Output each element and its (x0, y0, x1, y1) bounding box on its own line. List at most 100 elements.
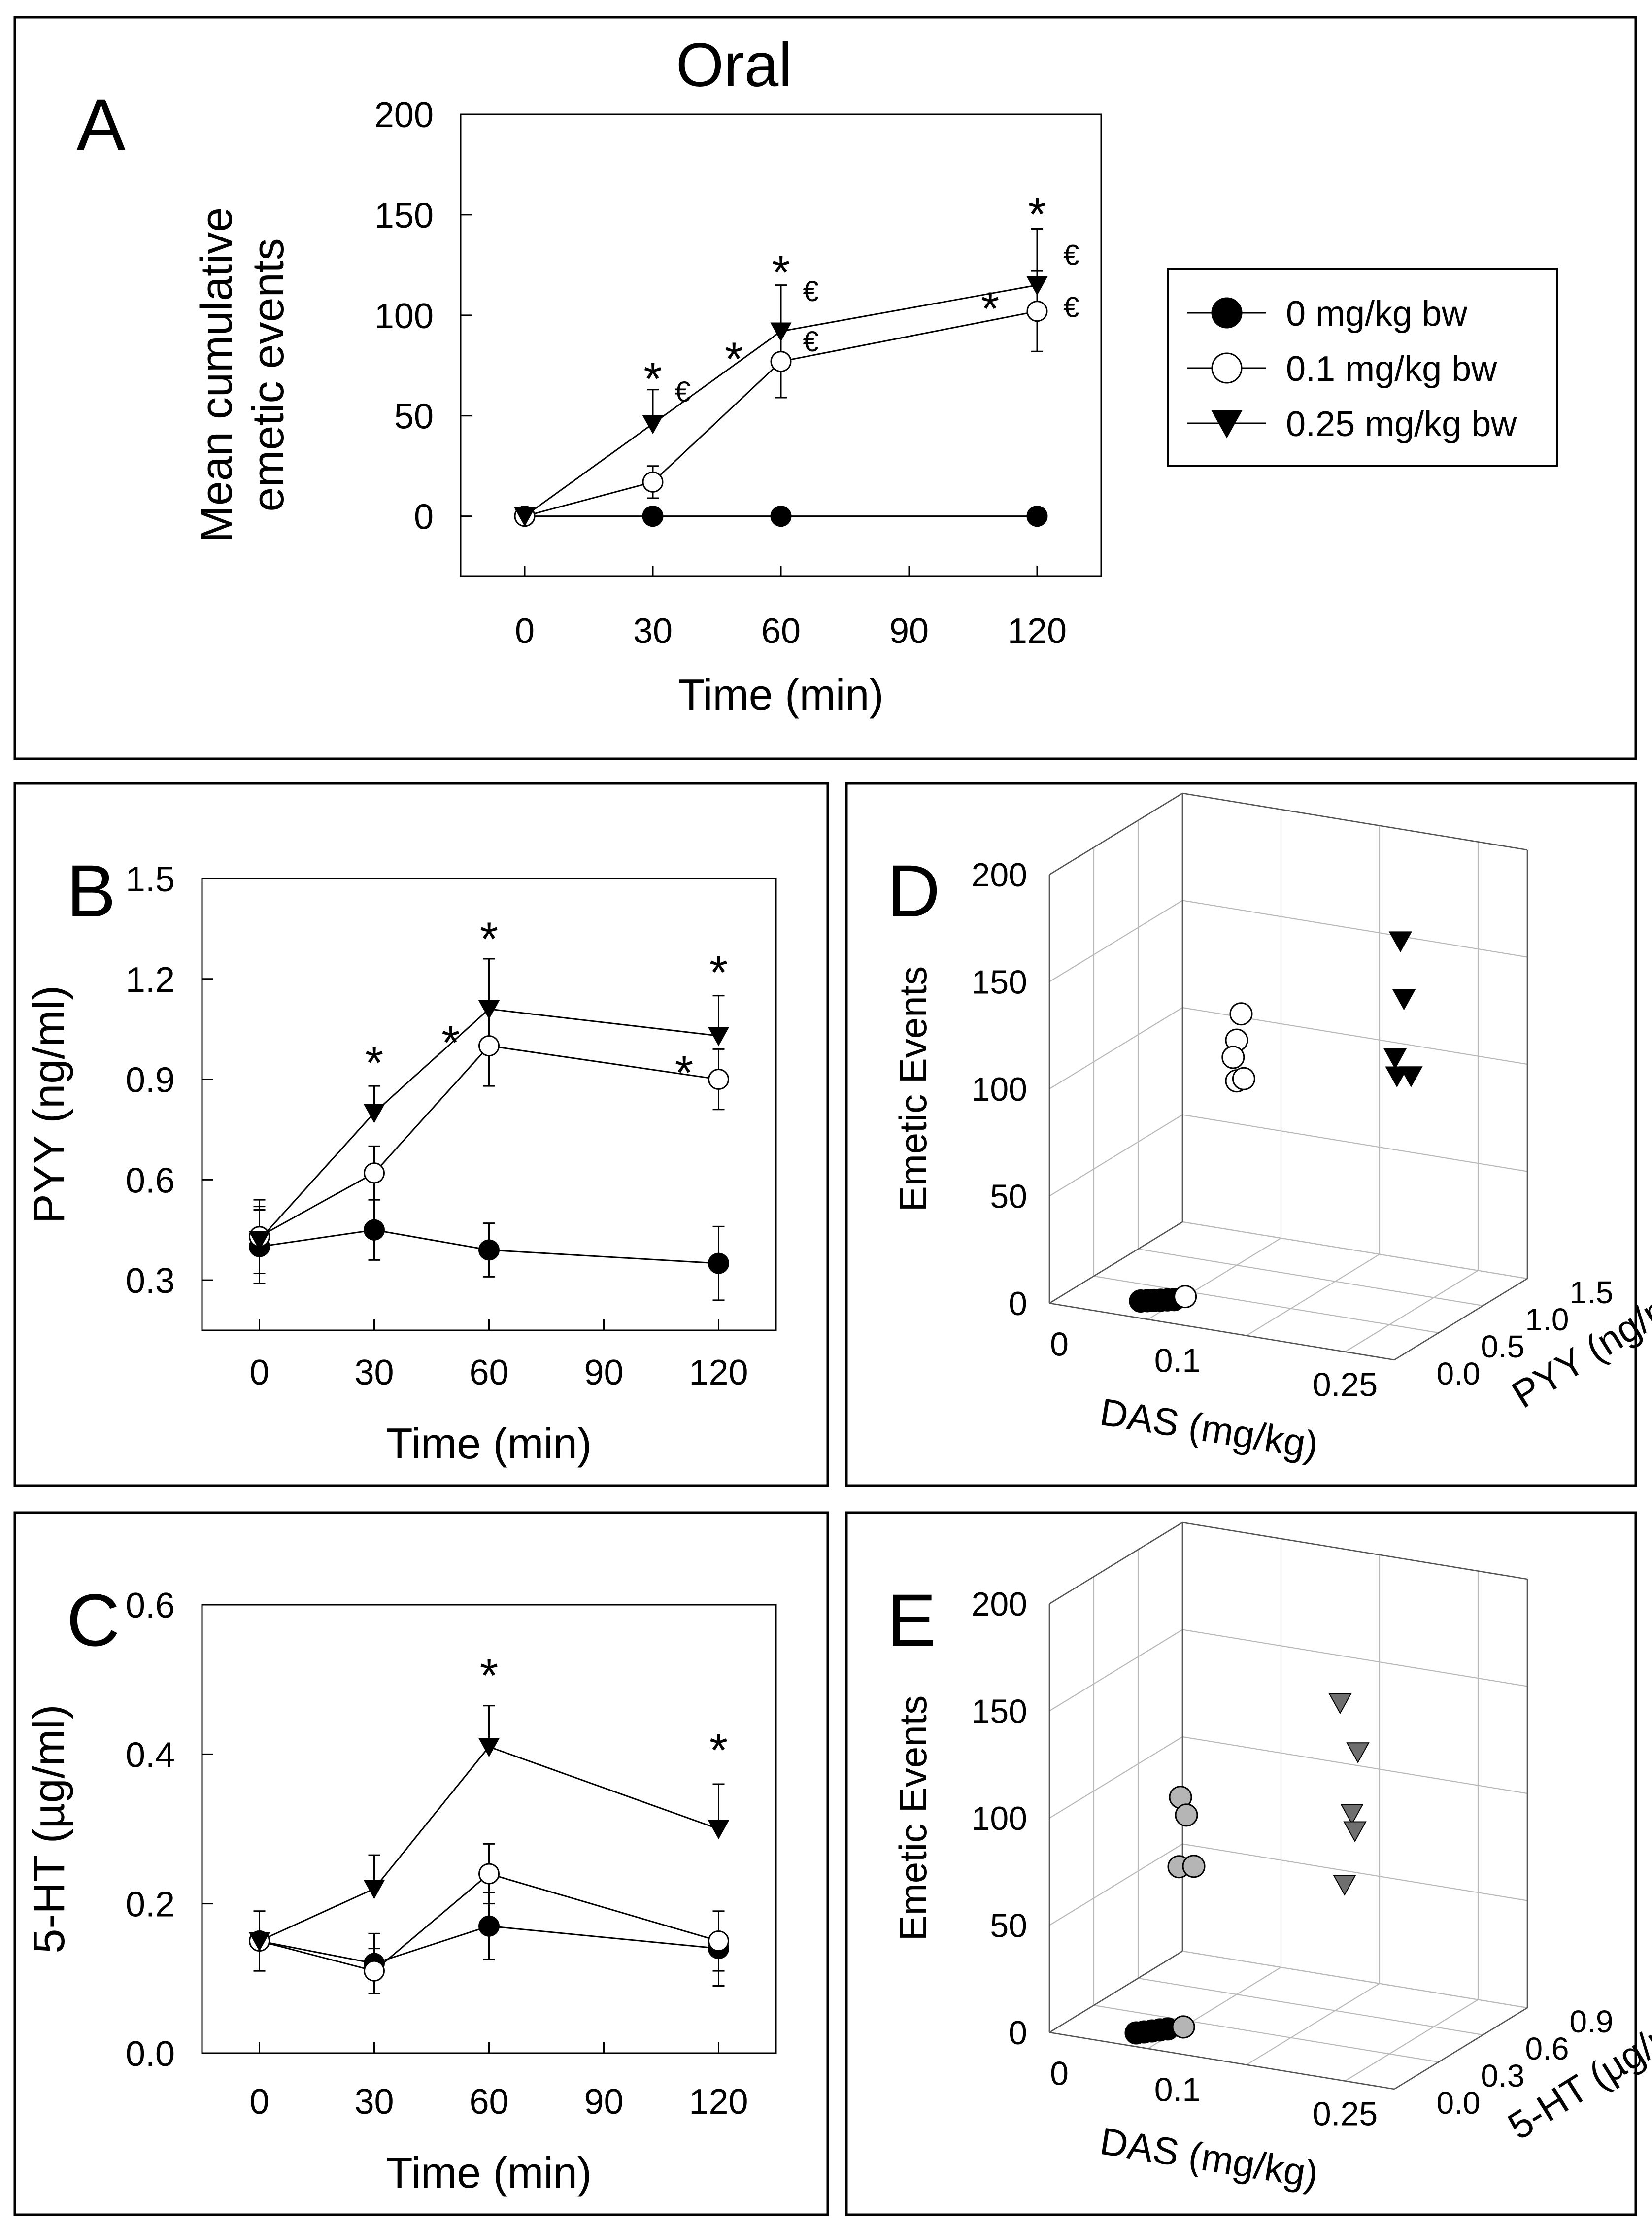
panel-c: C 0.0 0.2 0.4 0.6 0 30 60 90 120 Time (min) 5-HT (µ… (25, 1579, 777, 2197)
data-point (1340, 1804, 1364, 1825)
x-tick-label: 0.25 (1313, 2095, 1378, 2133)
floor-edge (1049, 1221, 1183, 1304)
x-axis-label: Time (min) (386, 1419, 592, 1468)
z-tick-label: 0.9 (1570, 2004, 1614, 2039)
significance-star: * (365, 1037, 383, 1089)
grid-line (1182, 900, 1528, 958)
y-axis-label: Emetic Events (891, 966, 935, 1212)
x-tick-label: 0.25 (1313, 1366, 1378, 1404)
significance-euro: € (1063, 292, 1079, 324)
data-point (770, 506, 792, 527)
data-point (1328, 1693, 1352, 1715)
data-point (478, 1239, 500, 1261)
grid-line (1049, 1629, 1183, 1712)
legend-marker (1211, 410, 1243, 439)
significance-star: * (480, 912, 498, 965)
series-line-0 (259, 1229, 719, 1264)
y-tick-label: 50 (990, 1907, 1027, 1945)
x-tick-label: 90 (584, 1353, 623, 1392)
significance-star: * (1028, 188, 1046, 241)
data-point (708, 1069, 729, 1090)
data-point (1383, 1048, 1407, 1070)
grid-line (1182, 1736, 1528, 1794)
grid-line (1093, 2004, 1439, 2063)
x-tick-label: 0 (1050, 2055, 1069, 2093)
x-tick-label: 0.1 (1154, 2071, 1201, 2108)
data-point (770, 351, 792, 372)
grid-line (1049, 1114, 1183, 1197)
significance-star: * (725, 333, 743, 385)
y-tick-label: 0.2 (126, 1885, 175, 1925)
legend-label: 0 mg/kg bw (1286, 294, 1468, 334)
data-point (1175, 1803, 1198, 1827)
y-tick-label: 150 (972, 1693, 1027, 1730)
legend-label: 0.1 mg/kg bw (1286, 349, 1497, 389)
y-tick-label: 100 (972, 1071, 1027, 1108)
grid-line (1049, 900, 1183, 982)
data-point (1172, 2015, 1195, 2039)
panel-label: C (67, 1579, 120, 1661)
grid-line (1182, 1843, 1528, 1901)
data-point (478, 1000, 500, 1019)
data-point (1346, 1742, 1370, 1763)
floor-edge (1049, 1950, 1183, 2033)
legend-marker (1211, 352, 1243, 384)
data-point (1229, 1002, 1253, 1026)
z-tick-label: 0.6 (1525, 2031, 1569, 2066)
significance-star: * (709, 1724, 728, 1777)
significance-star: * (709, 946, 728, 999)
panel-c-frame (13, 1511, 829, 2216)
x-tick-label: 120 (1008, 611, 1067, 651)
x-tick-label: 60 (761, 611, 801, 651)
series-line-0 (259, 1925, 719, 1964)
x-tick-label: 30 (354, 2082, 394, 2122)
series-line-2 (259, 1008, 719, 1241)
grid-line (1049, 1007, 1183, 1089)
grid-line (1049, 1843, 1183, 1926)
y-tick-label: 0 (1009, 2014, 1027, 2052)
significance-star: * (772, 246, 790, 299)
data-point (478, 1915, 500, 1937)
grid-line (1345, 1270, 1479, 1352)
y-tick-label: 0 (414, 498, 434, 537)
grid-line (1246, 1253, 1380, 1336)
data-point (478, 1863, 500, 1885)
data-point (1343, 1821, 1367, 1843)
significance-euro: € (803, 275, 819, 307)
series-line-1 (259, 1045, 719, 1238)
x-tick-label: 0 (1050, 1326, 1069, 1363)
z-tick-label: 0.0 (1437, 1356, 1481, 1391)
data-point (1026, 276, 1048, 296)
data-point (770, 322, 792, 342)
series-line-2 (524, 284, 1038, 517)
data-point (514, 507, 536, 527)
y-tick-label: 100 (374, 297, 434, 336)
grid-line (1182, 1221, 1528, 1280)
y-tick-label: 200 (972, 1586, 1027, 1623)
data-point (1232, 1067, 1255, 1090)
series-line-2 (259, 1746, 719, 1942)
panel-label: D (887, 849, 940, 932)
data-point (248, 1231, 270, 1250)
data-point (708, 1930, 729, 1952)
significance-star: * (675, 1047, 693, 1099)
grid-line (1138, 1977, 1483, 2036)
top-edge (1049, 792, 1183, 876)
x-axis-label: Time (min) (386, 2148, 592, 2197)
data-point (364, 1219, 385, 1241)
top-edge (1182, 792, 1528, 851)
series-line-1 (524, 310, 1038, 517)
y-tick-label: 0.0 (126, 2034, 175, 2074)
data-point (363, 1880, 385, 1899)
y-tick-label: 50 (990, 1178, 1027, 1216)
y-tick-label: 50 (394, 397, 434, 437)
x-axis-label: Time (min) (678, 670, 883, 719)
z-tick-label: 1.5 (1570, 1275, 1614, 1310)
data-point (708, 1252, 729, 1274)
significance-star: * (981, 282, 999, 335)
x-tick-label: 0 (515, 611, 535, 651)
data-point (363, 1104, 385, 1123)
y-axis-label-line1: Mean cumulative (192, 207, 241, 542)
y-tick-label: 0.6 (126, 1586, 175, 1625)
